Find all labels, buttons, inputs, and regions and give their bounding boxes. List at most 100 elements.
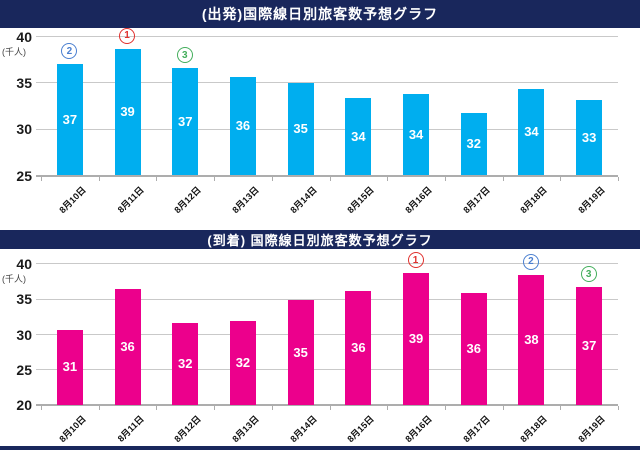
bottom-accent-bar — [0, 446, 640, 450]
x-axis-category-label: 8月16日 — [403, 184, 434, 215]
x-axis-line — [36, 174, 618, 177]
x-axis-category-label: 8月12日 — [172, 184, 204, 215]
gridline — [36, 36, 618, 38]
bar — [114, 48, 141, 176]
x-axis-tick — [156, 406, 158, 411]
x-axis-category-label: 8月19日 — [576, 414, 607, 445]
y-axis-tick-label: 30 — [16, 121, 32, 138]
bar-value-label: 36 — [351, 340, 366, 356]
x-axis-tick — [98, 176, 100, 181]
bar — [172, 322, 199, 406]
bar-value-label: 36 — [235, 118, 251, 134]
gridline — [36, 263, 618, 265]
bar — [56, 329, 83, 406]
rank-1-circled-marker: 1 — [119, 27, 136, 44]
x-axis-category-label: 8月13日 — [230, 414, 261, 445]
y-axis-tick-label: 30 — [16, 326, 32, 343]
y-axis-unit-label: (千人) — [2, 47, 26, 57]
bar — [56, 64, 83, 176]
bar-value-label: 34 — [524, 124, 539, 140]
x-axis-tick — [560, 176, 562, 181]
x-axis-tick — [387, 406, 389, 411]
gridline — [36, 369, 618, 371]
x-axis-category-label: 8月15日 — [345, 414, 377, 445]
bar-value-label: 37 — [178, 113, 193, 129]
arrivals-chart-title: (到着) 国際線日別旅客数予想グラフ — [207, 233, 433, 248]
x-axis-tick — [560, 406, 562, 411]
x-axis-tick — [329, 406, 331, 411]
x-axis-category-label: 8月18日 — [518, 414, 550, 445]
bar — [518, 274, 545, 406]
x-axis-category-label: 8月15日 — [345, 184, 377, 215]
bar-value-label: 34 — [408, 126, 424, 142]
bar-value-label: 32 — [235, 355, 251, 371]
x-axis-line — [36, 404, 618, 407]
bar-value-label: 32 — [178, 355, 193, 371]
bar — [460, 292, 487, 406]
y-axis-tick-label: 20 — [16, 397, 32, 414]
rank-3-circled-marker: 3 — [176, 47, 193, 64]
x-axis-tick — [618, 406, 619, 411]
x-axis-category-label: 8月19日 — [576, 184, 607, 215]
x-axis-category-label: 8月11日 — [115, 184, 146, 215]
x-axis-tick — [502, 406, 504, 411]
y-axis-tick-label: 35 — [16, 74, 32, 91]
rank-3-circled-marker: 3 — [580, 266, 597, 283]
x-axis-tick — [444, 176, 446, 181]
y-axis-tick-label: 35 — [16, 291, 32, 308]
x-axis-tick — [271, 406, 273, 411]
bar — [576, 100, 603, 176]
bar — [287, 299, 314, 406]
gridline — [36, 298, 618, 300]
bar-value-label: 36 — [120, 339, 135, 355]
bar — [460, 113, 487, 176]
bar — [172, 68, 199, 176]
y-axis-unit-label: (千人) — [2, 274, 26, 284]
bar-value-label: 39 — [408, 331, 424, 347]
bar-value-label: 38 — [524, 331, 539, 347]
x-axis-category-label: 8月18日 — [518, 184, 550, 215]
x-axis-tick — [387, 176, 389, 181]
bar-value-label: 39 — [120, 104, 135, 120]
y-axis-tick-label: 40 — [16, 28, 32, 45]
bar — [287, 82, 314, 176]
y-axis-tick-label: 25 — [16, 167, 32, 184]
arrivals-chart-plot-area: 40 35 30 25 20 (千人) 31 8月10日 36 8月11日 32 8月12日 32 8月1… — [0, 249, 640, 446]
x-axis-category-label: 8月17日 — [461, 184, 492, 215]
x-axis-tick — [41, 406, 42, 411]
x-axis-category-label: 8月12日 — [172, 414, 204, 445]
x-axis-tick — [444, 406, 446, 411]
x-axis-tick — [156, 176, 158, 181]
x-axis-tick — [618, 176, 619, 181]
x-axis-category-label: 8月14日 — [287, 414, 319, 445]
x-axis-category-label: 8月10日 — [57, 184, 88, 215]
gridline — [36, 82, 618, 84]
bar-value-label: 31 — [62, 359, 78, 375]
x-axis-tick — [502, 176, 504, 181]
x-axis-tick — [329, 176, 331, 181]
bar-value-label: 35 — [293, 344, 308, 360]
x-axis-category-label: 8月10日 — [57, 414, 88, 445]
x-axis-tick — [214, 406, 216, 411]
bar — [403, 94, 430, 176]
x-axis-tick — [214, 176, 216, 181]
bar — [345, 97, 372, 176]
departures-chart-title: (出発)国際線日別旅客数予想グラフ — [201, 6, 439, 22]
bar-value-label: 36 — [466, 341, 481, 357]
bar-value-label: 32 — [466, 136, 481, 152]
bar-value-label: 34 — [351, 128, 366, 144]
x-axis-tick — [98, 406, 100, 411]
bar — [229, 77, 256, 176]
departures-chart-plot-area: 40 35 30 25 (千人) 37 8月10日 39 8月11日 37 8月12日 36 8月13日… — [0, 27, 640, 230]
gridline — [36, 334, 618, 336]
bar-value-label: 37 — [62, 111, 78, 127]
bar-value-label: 33 — [581, 129, 597, 145]
rank-2-circled-marker: 2 — [522, 253, 539, 270]
departures-chart-title-bar: (出発)国際線日別旅客数予想グラフ — [0, 0, 640, 28]
bar — [518, 89, 545, 176]
bar — [576, 287, 603, 406]
x-axis-category-label: 8月11日 — [115, 414, 146, 445]
bar — [345, 290, 372, 406]
x-axis-tick — [41, 176, 42, 181]
